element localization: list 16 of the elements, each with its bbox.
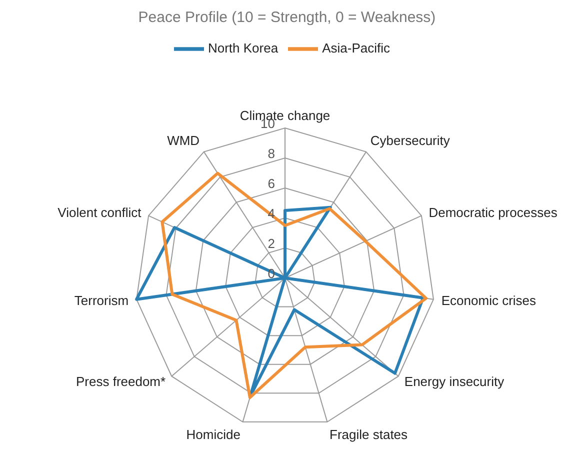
spoke-label: WMD [167, 133, 200, 148]
legend-label: North Korea [208, 40, 278, 56]
spoke-label: Homicide [186, 426, 240, 442]
legend-label: Asia-Pacific [322, 40, 390, 56]
spoke-label: Economic crises [441, 293, 537, 308]
y-tick-label: 6 [268, 176, 275, 191]
chart-title: Peace Profile (10 = Strength, 0 = Weakness) [137, 8, 437, 28]
spoke-label: Violent conflict [58, 204, 142, 220]
spoke-label: Fragile states [330, 426, 408, 442]
y-tick-label: 2 [268, 236, 275, 251]
spoke-label: Cybersecurity [370, 133, 450, 148]
spoke-label: Energy insecurity [404, 374, 505, 390]
y-tick-label: 8 [268, 146, 275, 161]
spoke-label: Democratic processes [428, 204, 558, 220]
spoke-label: Press freedom* [76, 374, 166, 390]
spoke-label: Terrorism [74, 293, 129, 308]
